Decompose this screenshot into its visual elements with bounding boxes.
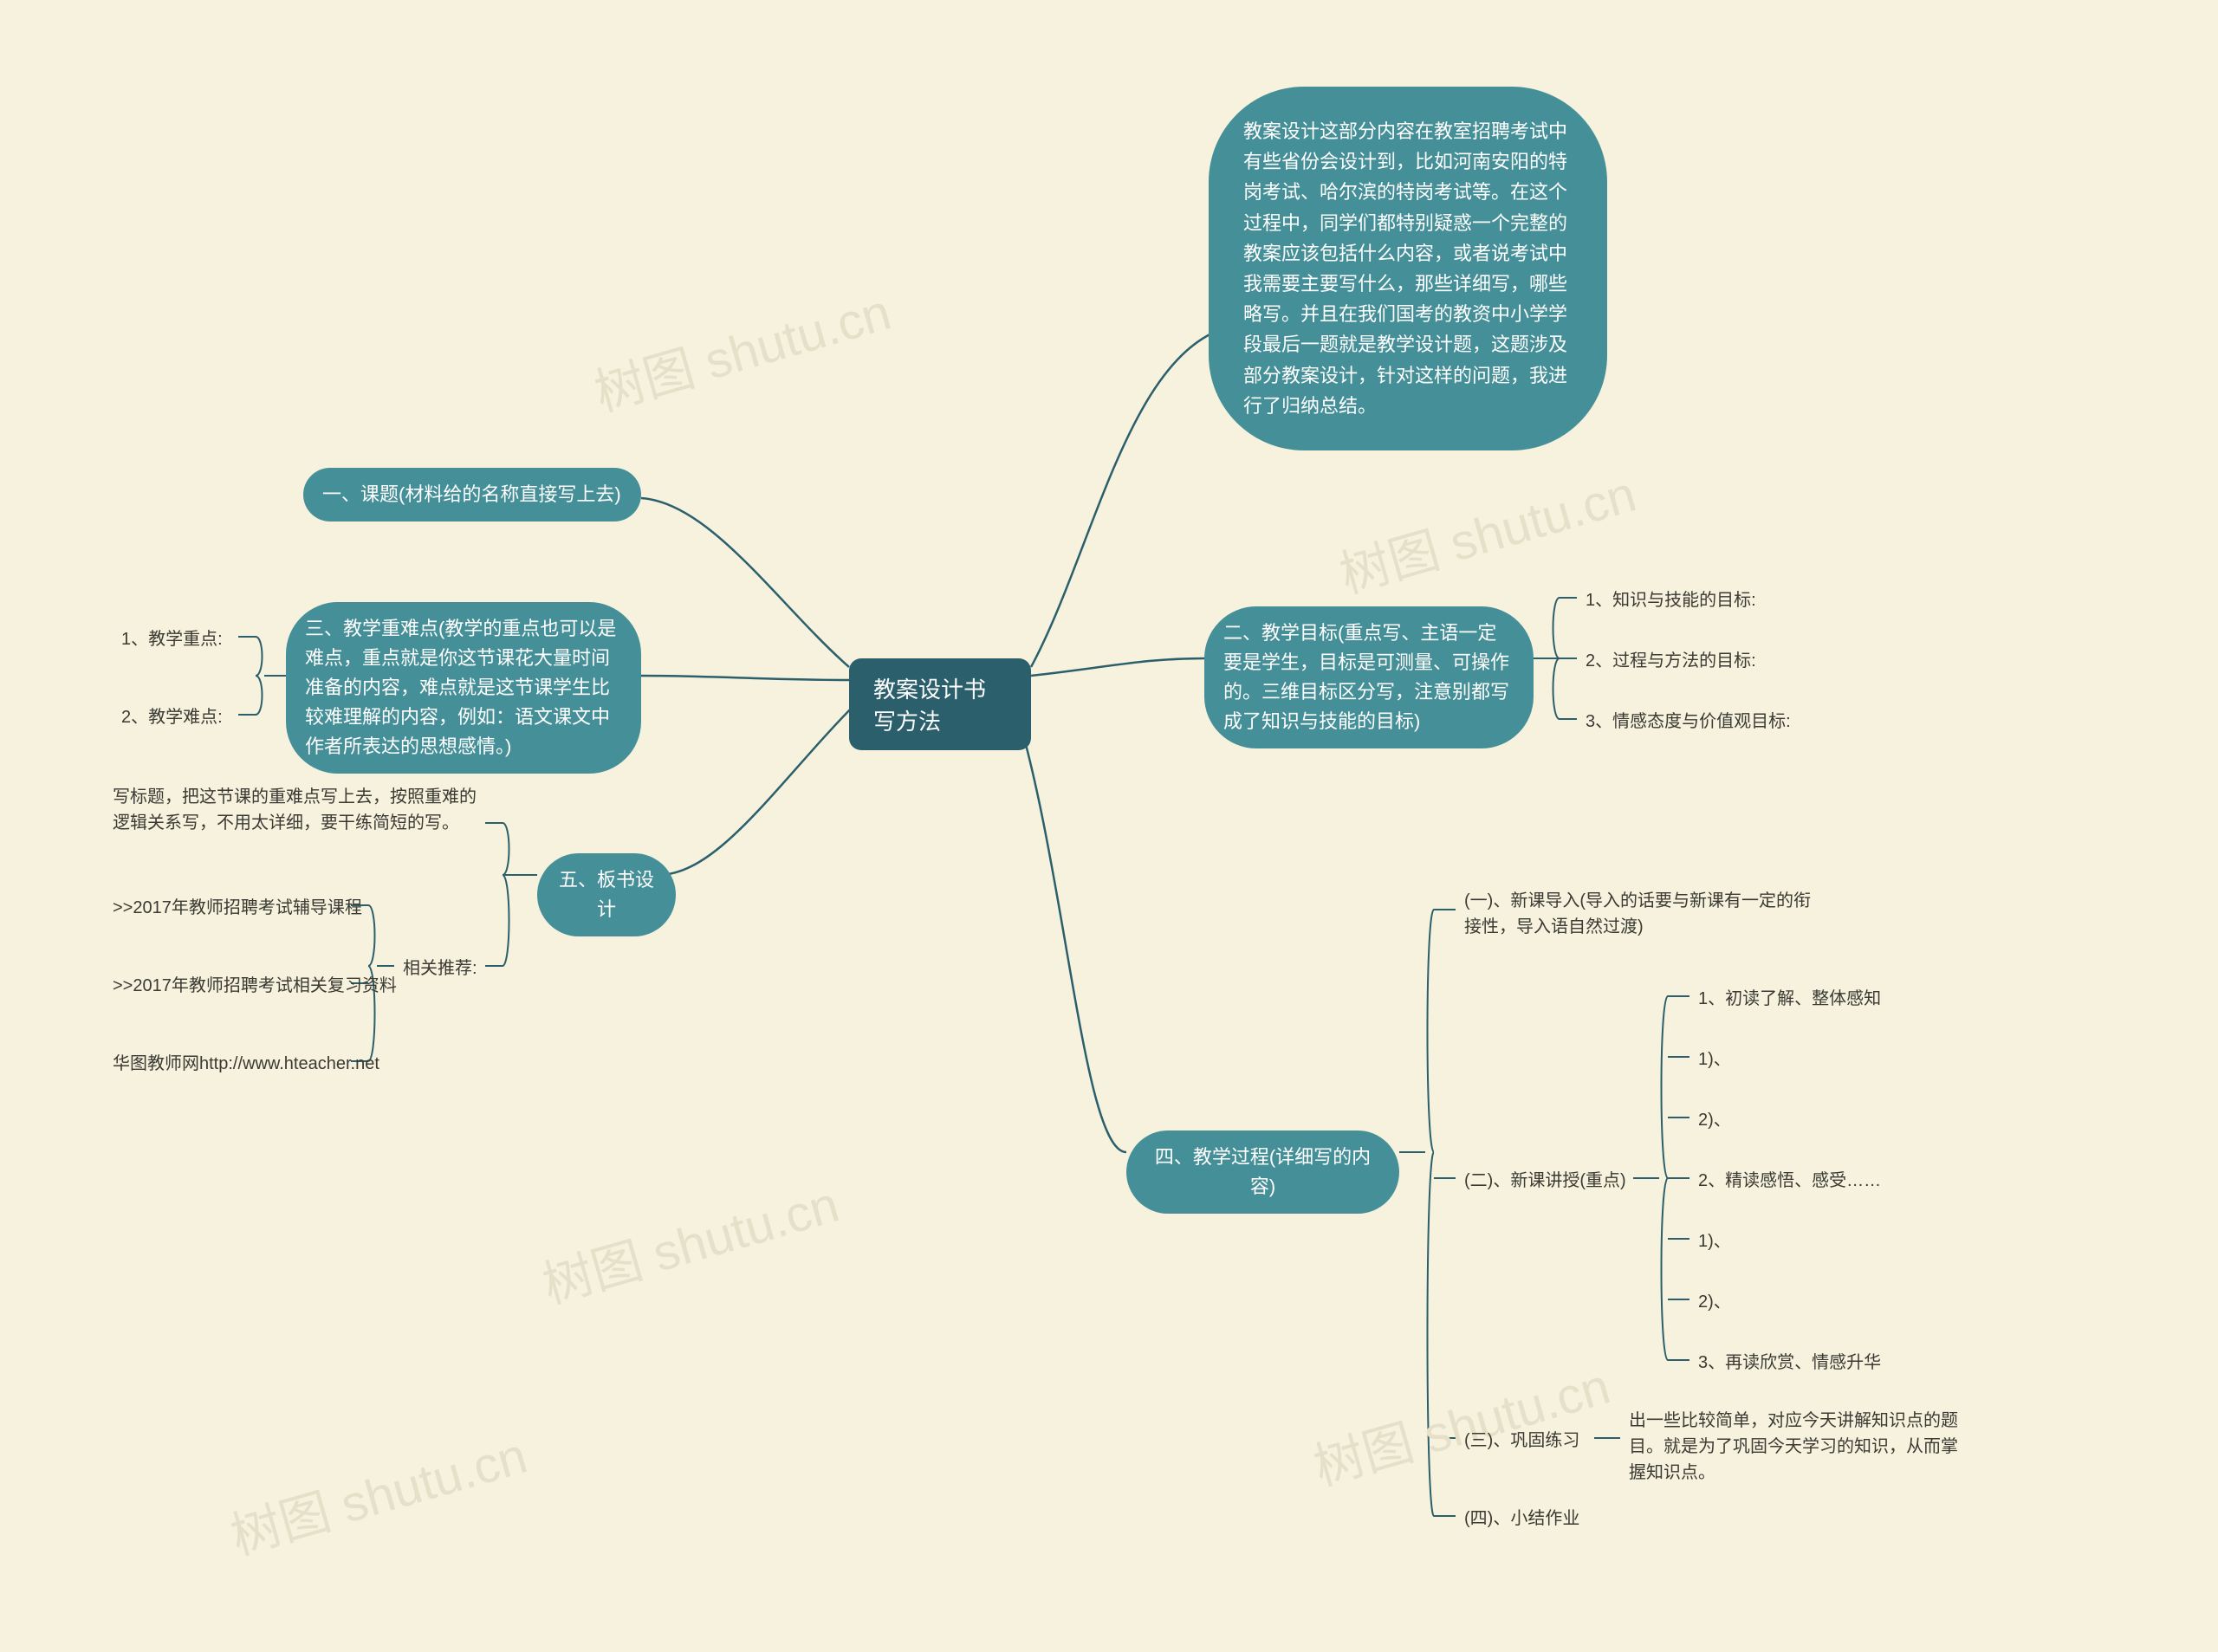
watermark: 树图 shutu.cn — [533, 1163, 846, 1318]
b4-s3-note: 出一些比较简单，对应今天讲解知识点的题目。就是为了巩固今天学习的知识，从而掌握知… — [1629, 1408, 1967, 1486]
b4-s2-i6: 2)、 — [1698, 1289, 1731, 1315]
b4-s1: (一)、新课导入(导入的话要与新课有一定的衔接性，导入语自然过渡) — [1464, 888, 1811, 940]
intro-text: 教案设计这部分内容在教室招聘考试中有些省份会设计到，比如河南安阳的特岗考试、哈尔… — [1243, 120, 1567, 417]
branch-2: 二、教学目标(重点写、主语一定要是学生，目标是可测量、可操作的。三维目标区分写，… — [1204, 606, 1534, 748]
intro-node: 教案设计这部分内容在教室招聘考试中有些省份会设计到，比如河南安阳的特岗考试、哈尔… — [1209, 87, 1607, 450]
b4-s2-i5: 1)、 — [1698, 1228, 1731, 1254]
branch-3-label: 三、教学重难点(教学的重点也可以是难点，重点就是你这节课花大量时间准备的内容，难… — [305, 618, 616, 757]
b4-s2-i7: 3、再读欣赏、情感升华 — [1698, 1350, 1881, 1376]
b4-s4: (四)、小结作业 — [1464, 1506, 1579, 1532]
watermark: 树图 shutu.cn — [221, 1415, 534, 1569]
branch-5: 五、板书设计 — [537, 853, 676, 936]
root-label: 教案设计书写方法 — [873, 677, 986, 735]
watermark: 树图 shutu.cn — [585, 271, 898, 425]
watermark: 树图 shutu.cn — [1304, 1345, 1617, 1500]
b5-rec-1: >>2017年教师招聘考试辅导课程 — [113, 895, 362, 921]
b2-item-1: 1、知识与技能的目标: — [1586, 587, 1756, 613]
branch-4-label: 四、教学过程(详细写的内容) — [1155, 1146, 1371, 1197]
b3-item-1: 1、教学重点: — [121, 626, 223, 652]
b4-s3: (三)、巩固练习 — [1464, 1428, 1579, 1454]
b4-s2-i1: 1、初读了解、整体感知 — [1698, 986, 1881, 1012]
branch-1: 一、课题(材料给的名称直接写上去) — [303, 468, 641, 522]
b2-item-3: 3、情感态度与价值观目标: — [1586, 709, 1791, 735]
b3-item-2: 2、教学难点: — [121, 704, 223, 730]
b5-rec-3: 华图教师网http://www.hteacher.net — [113, 1051, 379, 1077]
branch-1-label: 一、课题(材料给的名称直接写上去) — [322, 483, 621, 505]
b4-s2-i4: 2、精读感悟、感受…… — [1698, 1168, 1881, 1194]
b4-s2: (二)、新课讲授(重点) — [1464, 1168, 1626, 1194]
b5-note: 写标题，把这节课的重难点写上去，按照重难的逻辑关系写，不用太详细，要干练简短的写… — [113, 784, 485, 836]
b4-s2-i2: 1)、 — [1698, 1046, 1731, 1072]
watermark: 树图 shutu.cn — [1330, 453, 1643, 607]
b4-s2-i3: 2)、 — [1698, 1107, 1731, 1133]
branch-3: 三、教学重难点(教学的重点也可以是难点，重点就是你这节课花大量时间准备的内容，难… — [286, 602, 641, 774]
root-node: 教案设计书写方法 — [849, 658, 1031, 750]
branch-4: 四、教学过程(详细写的内容) — [1126, 1130, 1399, 1214]
branch-2-label: 二、教学目标(重点写、主语一定要是学生，目标是可测量、可操作的。三维目标区分写，… — [1223, 622, 1509, 732]
branch-5-label: 五、板书设计 — [559, 869, 654, 920]
b5-rec-2: >>2017年教师招聘考试相关复习资料 — [113, 973, 397, 999]
b2-item-2: 2、过程与方法的目标: — [1586, 648, 1756, 674]
b5-rec-label: 相关推荐: — [403, 956, 477, 981]
